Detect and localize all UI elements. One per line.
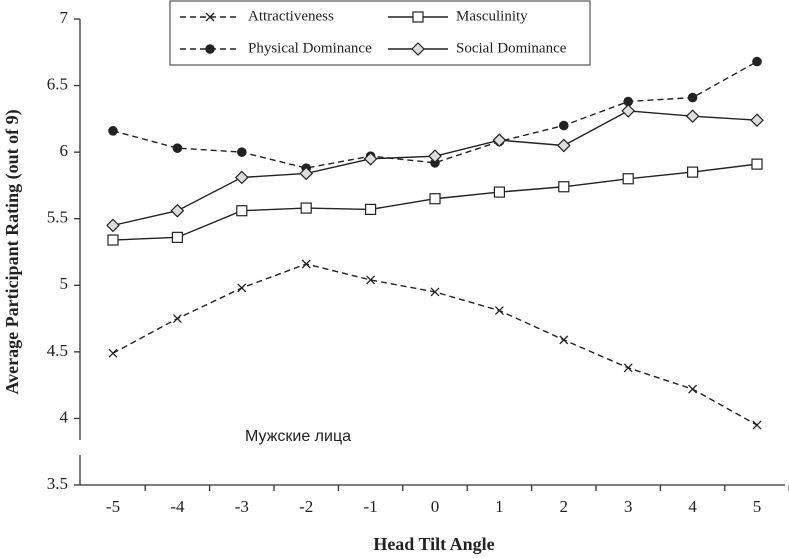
x-tick-label: 5 — [753, 497, 762, 516]
y-tick-label: 3.5 — [47, 474, 68, 493]
marker — [234, 170, 249, 185]
legend-marker — [412, 11, 424, 23]
marker — [237, 283, 247, 293]
series-line — [112, 60, 758, 169]
x-tick-label: 1 — [495, 497, 504, 516]
marker — [621, 104, 636, 118]
legend-label: Attractiveness — [248, 8, 334, 24]
x-tick-label: -2 — [299, 497, 313, 516]
x-tick-label: 0 — [431, 497, 440, 516]
marker — [688, 384, 698, 394]
x-tick-label: 3 — [624, 497, 633, 516]
marker — [430, 287, 440, 297]
marker — [494, 306, 504, 316]
marker — [428, 149, 442, 163]
marker — [108, 348, 118, 358]
x-tick-label: -5 — [106, 497, 120, 516]
annotation: Мужские лица — [245, 428, 351, 445]
legend-marker — [205, 12, 215, 22]
x-axis-label: Head Tilt Angle — [373, 534, 494, 554]
marker — [301, 259, 311, 269]
y-tick-label: 6 — [60, 141, 69, 160]
marker — [108, 126, 118, 136]
marker — [687, 92, 698, 103]
marker — [559, 335, 569, 345]
marker — [299, 166, 314, 181]
marker — [106, 218, 120, 233]
y-tick-label: 5 — [60, 274, 69, 293]
legend-marker — [205, 44, 215, 54]
legend-box — [169, 0, 591, 66]
legend-label: Masculinity — [456, 8, 528, 24]
marker — [493, 186, 505, 198]
marker — [236, 205, 248, 217]
marker — [171, 231, 183, 243]
marker — [172, 143, 183, 153]
x-tick-label: -4 — [170, 497, 185, 516]
x-tick-label: -3 — [235, 497, 249, 516]
marker — [172, 314, 182, 324]
marker — [558, 181, 570, 193]
marker — [556, 138, 571, 153]
marker — [237, 147, 247, 157]
marker — [685, 109, 700, 124]
legend-label: Social Dominance — [456, 40, 567, 56]
legend-marker — [411, 42, 425, 56]
legend-label: Physical Dominance — [248, 40, 372, 56]
marker — [429, 193, 441, 205]
marker — [363, 151, 378, 166]
marker — [752, 56, 762, 67]
marker — [686, 166, 699, 178]
y-axis-label: Average Participant Rating (out of 9) — [2, 109, 23, 394]
marker — [752, 420, 762, 430]
y-tick-label: 6.5 — [47, 74, 68, 93]
marker — [107, 234, 119, 246]
marker — [492, 133, 507, 148]
y-tick-label: 7 — [60, 8, 69, 27]
x-tick-label: 4 — [688, 497, 697, 516]
marker — [170, 203, 185, 218]
marker — [559, 120, 569, 131]
marker — [300, 202, 312, 214]
marker — [751, 158, 763, 170]
y-tick-label: 4 — [60, 407, 69, 426]
y-tick-label: 5.5 — [47, 208, 68, 227]
marker — [623, 96, 633, 107]
x-tick-label: 2 — [560, 497, 569, 516]
y-tick-label: 4.5 — [47, 341, 68, 360]
marker — [623, 363, 633, 373]
marker — [622, 173, 634, 185]
marker — [750, 113, 764, 128]
marker — [365, 203, 377, 215]
marker — [366, 275, 376, 285]
x-tick-label: -1 — [364, 497, 378, 516]
